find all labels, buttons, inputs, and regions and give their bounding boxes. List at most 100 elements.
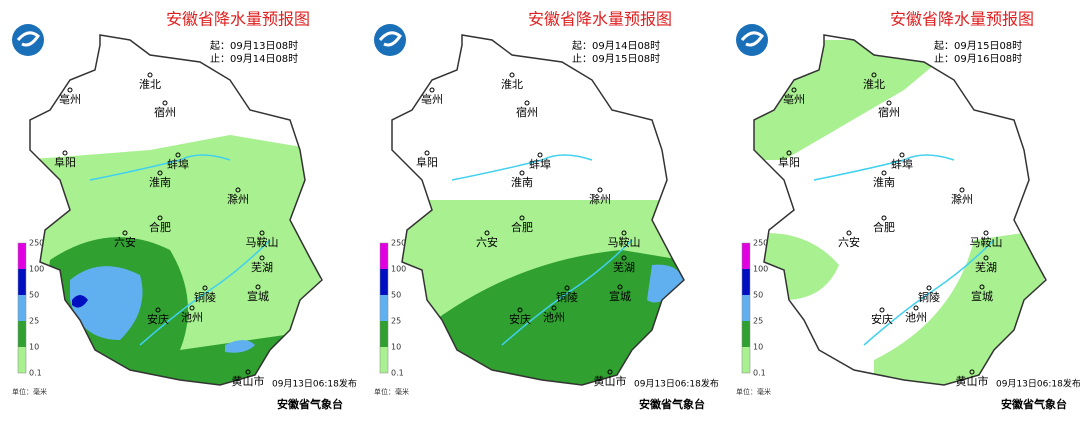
city-label: 阜阳 — [54, 156, 76, 169]
city-label: 黄山市 — [232, 374, 265, 388]
city-dot — [259, 255, 265, 261]
city-label: 黄山市 — [956, 374, 989, 388]
rain-area — [647, 264, 684, 303]
city-dot — [597, 187, 603, 193]
city-dot — [245, 369, 251, 375]
logo-swirl — [378, 31, 403, 47]
city-label: 亳州 — [59, 92, 81, 106]
province-border — [29, 34, 323, 386]
legend-tick: 0.1 — [29, 369, 42, 378]
city-dot — [147, 72, 153, 78]
city-dot — [122, 230, 128, 236]
city-label: 池州 — [181, 311, 203, 324]
legend-tick: 0.1 — [391, 369, 404, 378]
city-label: 铜陵 — [918, 290, 940, 304]
legend-tick: 250 — [391, 239, 406, 248]
city-label: 铜陵 — [556, 290, 578, 304]
city-label: 芜湖 — [251, 260, 273, 274]
legend-tick: 250 — [753, 239, 768, 248]
city-dot — [202, 285, 208, 291]
city-label: 安庆 — [509, 312, 531, 326]
city-dot — [621, 230, 627, 236]
city-dot — [983, 230, 989, 236]
logo — [374, 24, 406, 56]
city-dot — [983, 255, 989, 261]
legend-tick: 10 — [753, 343, 763, 352]
legend-tick: 250 — [29, 239, 44, 248]
city-label: 马鞍山 — [608, 235, 641, 249]
city-label: 六安 — [476, 235, 498, 249]
city-dot — [524, 100, 530, 106]
rain-regions — [30, 135, 320, 385]
city-dot — [484, 230, 490, 236]
province-border — [753, 34, 1047, 386]
city-label: 合肥 — [511, 220, 533, 234]
city-label: 宿州 — [154, 105, 176, 119]
legend-tick: 10 — [29, 343, 39, 352]
city-dot — [913, 305, 919, 311]
city-dot — [162, 100, 168, 106]
city-dot — [617, 284, 623, 290]
end-time: 止：09月15日08时 — [572, 53, 660, 65]
map-title: 安徽省降水量预报图 — [166, 10, 310, 29]
city-dot — [537, 152, 543, 158]
city-label: 合肥 — [149, 220, 171, 234]
city-label: 滁州 — [227, 192, 249, 206]
river — [863, 239, 995, 346]
city-dot — [979, 284, 985, 290]
city-dot — [517, 307, 523, 313]
city-dot — [67, 87, 73, 93]
city-dot — [786, 150, 792, 156]
city-dot — [157, 215, 163, 221]
end-time: 止：09月14日08时 — [210, 53, 298, 65]
legend-bar — [379, 242, 389, 374]
city-label: 淮南 — [511, 176, 533, 189]
start-time: 起：09月13日08时 — [210, 40, 298, 52]
city-dot — [886, 100, 892, 106]
logo — [736, 24, 768, 56]
rain-area — [72, 295, 88, 308]
legend-tick: 100 — [29, 265, 44, 274]
river — [501, 239, 633, 346]
agency-name: 安徽省气象台 — [639, 397, 705, 411]
agency-name: 安徽省气象台 — [1001, 397, 1067, 411]
legend-tick: 10 — [391, 343, 401, 352]
city-dot — [175, 152, 181, 158]
city-label: 滁州 — [951, 192, 973, 206]
city-label: 马鞍山 — [246, 235, 279, 249]
river — [139, 239, 271, 346]
legend-bar — [17, 242, 27, 374]
unit-label: 单位：毫米 — [736, 387, 771, 396]
start-time: 起：09月14日08时 — [572, 40, 660, 52]
city-label: 蚌埠 — [529, 157, 551, 171]
city-dot — [189, 305, 195, 311]
city-label: 淮北 — [863, 78, 885, 91]
city-label: 合肥 — [873, 220, 895, 234]
city-dot — [155, 307, 161, 313]
city-label: 池州 — [543, 311, 565, 324]
legend-tick: 25 — [391, 317, 401, 326]
rain-area — [70, 266, 143, 340]
river — [451, 154, 593, 181]
legend-tick: 0.1 — [753, 369, 766, 378]
city-dot — [259, 230, 265, 236]
city-label: 安庆 — [871, 312, 893, 326]
legend-tick: 50 — [391, 291, 401, 300]
issued-time: 09月13日06:18发布 — [996, 378, 1080, 390]
city-label: 滁州 — [589, 192, 611, 206]
legend-tick: 25 — [753, 317, 763, 326]
city-label: 铜陵 — [194, 290, 216, 304]
city-dot — [881, 170, 887, 176]
city-dot — [871, 72, 877, 78]
city-dot — [879, 307, 885, 313]
city-label: 芜湖 — [613, 260, 635, 274]
city-label: 阜阳 — [416, 156, 438, 169]
start-time: 起：09月15日08时 — [934, 40, 1022, 52]
end-time: 止：09月16日08时 — [934, 53, 1022, 65]
legend-tick: 25 — [29, 317, 39, 326]
city-label: 芜湖 — [975, 260, 997, 274]
issued-time: 09月13日06:18发布 — [272, 378, 357, 390]
